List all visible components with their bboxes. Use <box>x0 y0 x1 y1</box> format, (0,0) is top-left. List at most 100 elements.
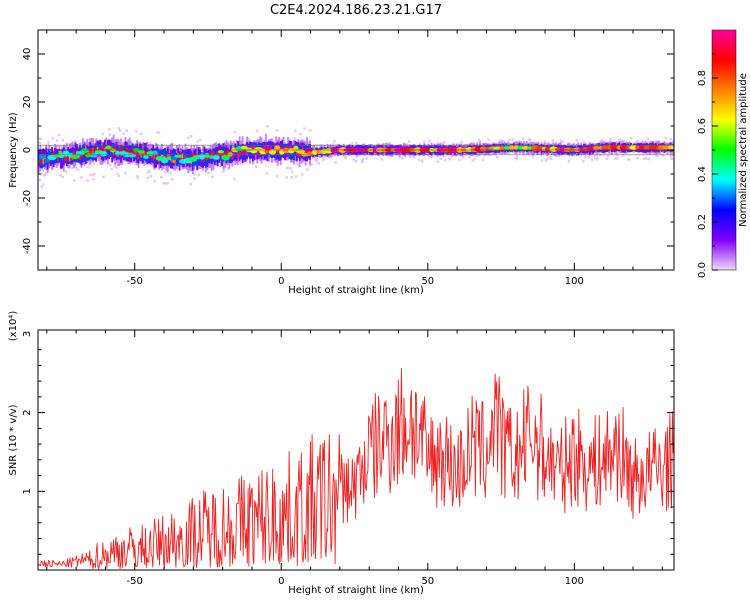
spectrogram-cell <box>64 154 67 161</box>
spectrogram-cell <box>241 150 244 156</box>
spectrogram-halo-cell <box>646 137 650 140</box>
spectrogram-cell <box>197 156 200 165</box>
spectrogram-peak <box>316 149 323 155</box>
snr-panel: -50 0 50 100 1 2 3 Height of straight line (km… <box>8 311 675 596</box>
spectrogram-halo-cell <box>189 134 193 138</box>
spectrogram-cell <box>90 147 93 154</box>
spectrogram-halo-cell <box>315 144 319 147</box>
spectrogram-halo-cell <box>153 179 156 183</box>
spectrogram-halo-cell <box>655 155 658 158</box>
spectrogram-halo-cell <box>448 157 451 161</box>
spectrogram-halo-cell <box>71 141 74 144</box>
spectrogram-halo-cell <box>255 129 259 133</box>
spectrogram-halo-cell <box>308 129 312 132</box>
spectrogram-halo-cell <box>275 174 279 178</box>
spectrogram-halo-cell <box>647 157 651 161</box>
spectrogram-halo-cell <box>61 138 65 142</box>
spectrogram-halo-cell <box>65 170 68 173</box>
spectrogram-halo-cell <box>653 152 656 155</box>
spectrogram-halo-cell <box>306 168 309 171</box>
spectrogram-halo-cell <box>508 138 511 141</box>
snr-marks <box>38 367 674 570</box>
spectrogram-peak <box>499 146 506 151</box>
spectrogram-cell <box>89 148 92 155</box>
spectrogram-cell <box>103 147 106 154</box>
spectrogram-halo-cell <box>514 156 518 160</box>
x-tick-label: 0 <box>278 576 284 587</box>
spectrogram-halo-cell <box>428 155 432 159</box>
spectrogram-cell <box>177 155 180 165</box>
spectrogram-halo-cell <box>507 151 510 155</box>
spectrogram-halo-cell <box>551 141 554 144</box>
spectrogram-peak <box>80 148 90 153</box>
spectrogram-halo-cell <box>317 162 320 165</box>
spectrogram-halo-cell <box>156 131 159 134</box>
spectrogram-halo-cell <box>233 130 237 134</box>
spectrogram-cell <box>278 149 281 156</box>
spectrogram-halo-cell <box>163 170 167 174</box>
spectrogram-halo-cell <box>477 139 481 142</box>
spectrogram-cell <box>143 152 146 159</box>
spectrogram-halo-cell <box>436 160 440 163</box>
spectrogram-halo-cell <box>290 176 294 179</box>
y-tick-label: 40 <box>22 48 33 61</box>
spectrogram-cell <box>292 149 295 158</box>
spectrogram-halo-cell <box>422 140 426 143</box>
spectrogram-halo-cell <box>583 155 587 159</box>
spectrogram-cell <box>118 145 121 151</box>
spectrogram-halo-cell <box>92 172 96 176</box>
snr-y-label: SNR (10 * v/v) <box>8 404 19 475</box>
spectrogram-halo-cell <box>102 175 105 179</box>
spectrogram-halo-cell <box>286 166 289 169</box>
spectrogram-halo-cell <box>548 156 552 159</box>
spectrogram-halo-cell <box>599 140 603 143</box>
y-tick-label: 20 <box>22 96 33 109</box>
spectrogram-halo-cell <box>351 142 354 145</box>
spectrogram-halo-cell <box>211 175 214 179</box>
spectrogram-halo-cell <box>669 137 672 141</box>
spectrogram-peak <box>100 151 108 157</box>
spectrogram-halo-cell <box>38 137 41 140</box>
spectrogram-cell <box>40 154 43 168</box>
spectrogram-halo-cell <box>547 141 551 145</box>
spectrogram-cell <box>79 153 81 161</box>
spectrogram-halo-cell <box>490 152 494 155</box>
spectrogram-halo-cell <box>609 137 612 141</box>
spectrogram-cell <box>133 148 136 155</box>
spectrogram-peak <box>601 145 610 150</box>
spectrogram-halo-cell <box>450 155 454 158</box>
spectrogram-halo-cell <box>549 157 553 161</box>
spectrogram-halo-cell <box>471 159 475 162</box>
spectrogram-cell <box>65 156 68 162</box>
colorbar-tick-label: 0.6 <box>697 118 708 134</box>
spectrogram-halo-cell <box>355 142 358 145</box>
spectrogram-peak <box>194 154 201 160</box>
spectrogram-halo-cell <box>56 139 59 142</box>
spectrogram-halo-cell <box>79 142 83 145</box>
spectrogram-halo-cell <box>300 161 304 164</box>
spectrogram-halo-cell <box>487 138 490 141</box>
spectrogram-halo-cell <box>521 137 525 141</box>
spectrogram-halo-cell <box>314 158 317 161</box>
spectrogram-halo-cell <box>355 155 359 159</box>
spectrogram-peak <box>504 145 510 151</box>
spectrogram-halo-cell <box>71 166 75 170</box>
spectrogram-halo-cell <box>289 167 292 170</box>
spectrogram-cell <box>304 144 307 154</box>
spectrogram-halo-cell <box>291 170 294 174</box>
spectrogram-halo-cell <box>114 165 117 168</box>
spectrogram-halo-cell <box>169 171 173 174</box>
spectrogram-peak <box>90 152 98 158</box>
spectrogram-halo-cell <box>108 128 111 131</box>
spectrogram-halo-cell <box>265 125 269 128</box>
spectrogram-halo-cell <box>669 153 673 157</box>
spectrogram-peak <box>296 149 306 154</box>
spectrogram-cell <box>290 147 292 160</box>
spectrogram-peak <box>287 148 295 154</box>
spectrogram-halo-cell <box>193 173 196 176</box>
y-tick-label: 3 <box>22 331 33 337</box>
spectrogram-cell <box>117 144 119 155</box>
spectrogram-halo-cell <box>470 141 474 145</box>
spectrogram-halo-cell <box>90 173 93 177</box>
